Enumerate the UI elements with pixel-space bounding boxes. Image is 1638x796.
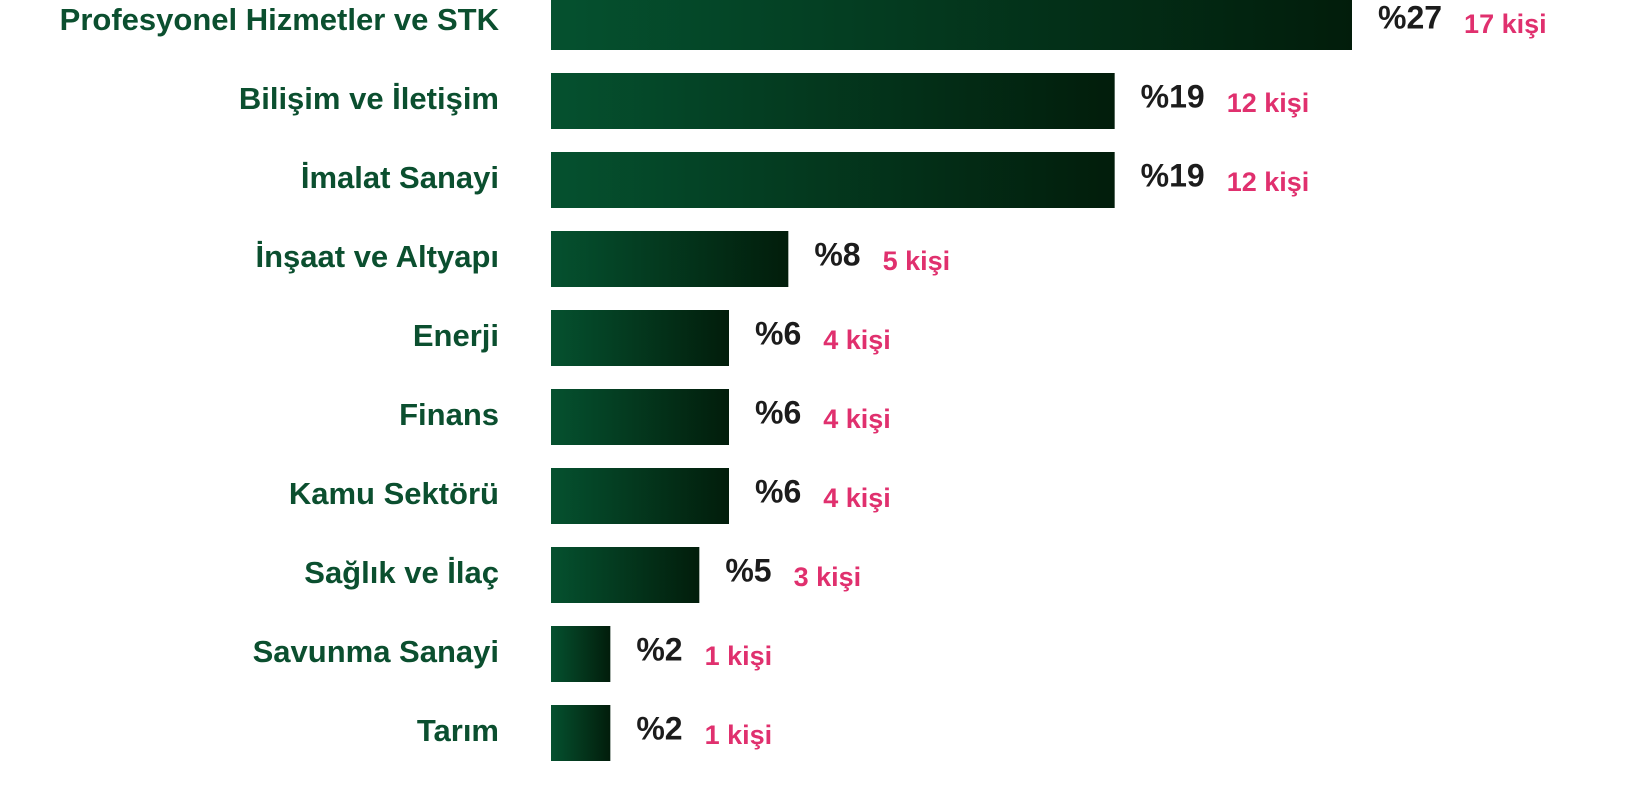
bar bbox=[551, 547, 700, 603]
value-label: %8 bbox=[814, 236, 860, 272]
value-label: %19 bbox=[1141, 78, 1205, 114]
bar bbox=[551, 73, 1115, 129]
bar bbox=[551, 626, 611, 682]
category-label: Bilişim ve İletişim bbox=[239, 81, 499, 116]
count-label: 1 kişi bbox=[705, 641, 773, 671]
bar bbox=[551, 468, 729, 524]
category-label: Tarım bbox=[417, 713, 499, 748]
category-label: Finans bbox=[399, 397, 499, 432]
category-label: Kamu Sektörü bbox=[289, 476, 499, 511]
count-label: 4 kişi bbox=[823, 483, 891, 513]
bar bbox=[551, 231, 789, 287]
category-label: İnşaat ve Altyapı bbox=[255, 239, 499, 274]
count-label: 4 kişi bbox=[823, 325, 891, 355]
count-label: 17 kişi bbox=[1464, 9, 1547, 39]
count-label: 3 kişi bbox=[794, 562, 862, 592]
category-label: Sağlık ve İlaç bbox=[304, 555, 499, 590]
category-label: İmalat Sanayi bbox=[301, 160, 499, 195]
value-label: %2 bbox=[636, 631, 682, 667]
bar bbox=[551, 310, 729, 366]
bar bbox=[551, 705, 611, 761]
category-label: Enerji bbox=[413, 318, 499, 353]
value-label: %6 bbox=[755, 315, 801, 351]
category-label: Profesyonel Hizmetler ve STK bbox=[60, 2, 500, 37]
bar bbox=[551, 0, 1352, 50]
value-label: %5 bbox=[725, 552, 771, 588]
count-label: 5 kişi bbox=[883, 246, 951, 276]
bar bbox=[551, 389, 729, 445]
count-label: 12 kişi bbox=[1227, 88, 1310, 118]
bar bbox=[551, 152, 1115, 208]
value-label: %27 bbox=[1378, 0, 1442, 35]
value-label: %6 bbox=[755, 394, 801, 430]
category-label: Savunma Sanayi bbox=[253, 634, 499, 669]
value-label: %2 bbox=[636, 710, 682, 746]
count-label: 1 kişi bbox=[705, 720, 773, 750]
count-label: 12 kişi bbox=[1227, 167, 1310, 197]
count-label: 4 kişi bbox=[823, 404, 891, 434]
value-label: %6 bbox=[755, 473, 801, 509]
value-label: %19 bbox=[1141, 157, 1205, 193]
